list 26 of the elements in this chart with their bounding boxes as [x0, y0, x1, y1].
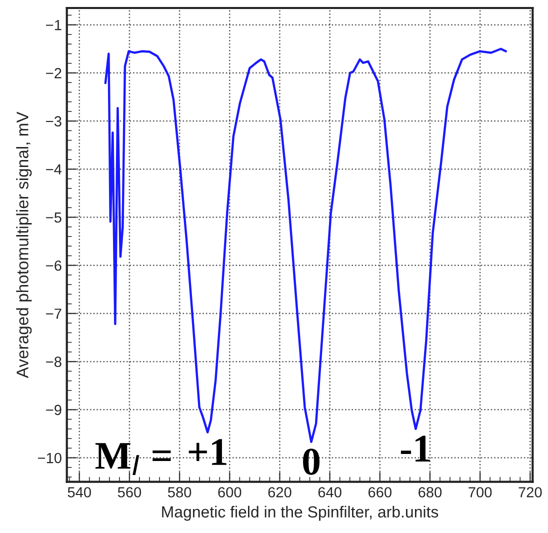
y-tick-label: −5 — [46, 212, 62, 223]
y-axis-title: Averaged photomultiplier signal, mV — [16, 112, 32, 378]
x-tick-label: 700 — [468, 487, 492, 498]
x-tick-label: 600 — [218, 487, 242, 498]
x-tick-label: 560 — [118, 487, 142, 498]
annotation: M$_{I}$ = — [95, 443, 171, 475]
x-tick-label: 540 — [68, 487, 91, 498]
y-tick-label: −1 — [46, 20, 62, 30]
y-tick-label: −7 — [46, 308, 62, 319]
x-tick-label: 660 — [368, 487, 392, 498]
x-axis-title: Magnetic field in the Spinfilter, arb.units — [162, 506, 438, 521]
x-tick-label: 720 — [518, 487, 542, 498]
x-tick-label: 620 — [268, 487, 292, 498]
y-tick-label: −2 — [46, 68, 62, 78]
y-tick-label: −10 — [38, 452, 62, 464]
y-tick-label: −6 — [46, 260, 62, 271]
x-tick-label: 680 — [418, 487, 442, 498]
annotation: +1 — [188, 439, 226, 465]
x-tick-label: 640 — [318, 487, 342, 498]
annotation: -1 — [400, 436, 430, 462]
y-tick-label: −3 — [46, 116, 62, 126]
y-tick-label: −9 — [46, 404, 62, 416]
y-tick-label: −4 — [46, 164, 62, 174]
x-tick-label: 580 — [168, 487, 192, 498]
y-tick-label: −8 — [46, 356, 62, 367]
annotation: 0 — [303, 448, 320, 475]
